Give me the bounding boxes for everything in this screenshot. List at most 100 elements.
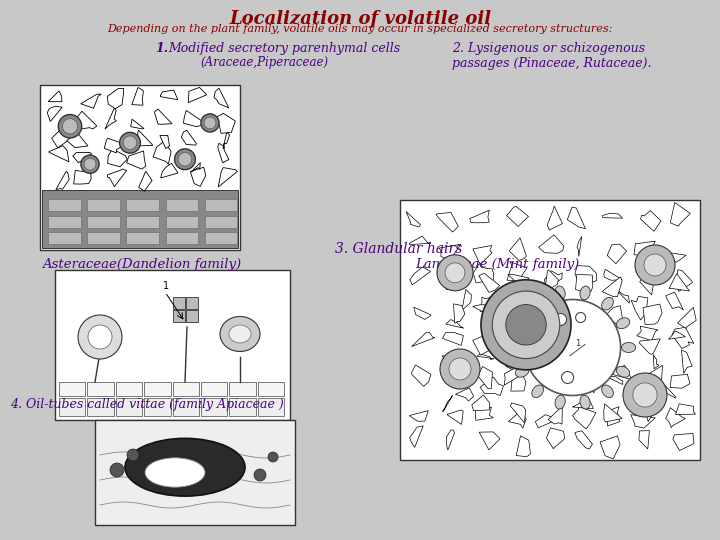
Circle shape [127,449,139,461]
Polygon shape [104,138,124,153]
Polygon shape [516,436,531,456]
Polygon shape [631,296,648,320]
Polygon shape [631,415,655,428]
Polygon shape [642,366,662,385]
Polygon shape [538,301,561,316]
Polygon shape [414,307,431,320]
Circle shape [201,114,219,132]
Ellipse shape [532,385,544,397]
Text: 2. Lysigenous or schizogenous
passages (Pinaceae, Rutaceae).: 2. Lysigenous or schizogenous passages (… [452,42,652,70]
Bar [42,190,238,248]
Circle shape [445,263,465,283]
Bar [59,382,86,396]
Circle shape [81,155,99,173]
Bar [87,199,120,211]
Polygon shape [105,108,117,129]
Ellipse shape [516,318,528,329]
Polygon shape [503,293,523,308]
Polygon shape [469,210,490,222]
Polygon shape [666,292,683,310]
Polygon shape [475,407,493,420]
Polygon shape [539,235,564,253]
Polygon shape [192,163,200,172]
Bar [40,85,240,250]
Polygon shape [412,332,435,347]
Bar [229,382,256,396]
Bar [116,398,142,416]
Ellipse shape [532,298,544,310]
Ellipse shape [616,318,630,329]
Polygon shape [536,415,557,428]
Polygon shape [450,270,456,276]
Polygon shape [409,236,431,245]
Polygon shape [607,339,619,357]
Polygon shape [48,91,62,102]
Polygon shape [454,304,465,323]
Polygon shape [577,237,582,256]
Circle shape [268,452,278,462]
Polygon shape [160,136,169,148]
Circle shape [120,132,140,153]
Text: Localization of volatile oil: Localization of volatile oil [229,10,491,28]
Ellipse shape [602,385,613,397]
Circle shape [635,245,675,285]
Polygon shape [412,365,431,386]
Circle shape [575,313,585,322]
Polygon shape [608,407,620,426]
Text: 3. Glandular hairs: 3. Glandular hairs [335,242,462,256]
Bar [173,382,199,396]
Polygon shape [668,332,685,339]
Polygon shape [181,130,197,145]
Circle shape [110,463,124,477]
Polygon shape [609,365,632,380]
Bar [144,382,171,396]
Bar [440,260,695,435]
Bar [204,232,238,244]
Text: (Araceae,Piperaceae): (Araceae,Piperaceae) [200,56,328,69]
Polygon shape [567,312,588,328]
Polygon shape [639,339,660,354]
Polygon shape [607,244,626,264]
Bar [87,232,120,244]
Polygon shape [49,146,69,162]
Ellipse shape [220,316,260,352]
Polygon shape [604,404,622,422]
Polygon shape [138,171,152,192]
Polygon shape [443,365,461,382]
Polygon shape [672,327,694,348]
Ellipse shape [602,298,613,310]
Polygon shape [548,404,564,424]
Polygon shape [669,274,690,291]
Bar [258,382,284,396]
Ellipse shape [145,458,205,487]
Circle shape [492,291,559,359]
Polygon shape [108,149,127,167]
Polygon shape [215,113,235,133]
Bar [95,420,295,525]
Polygon shape [605,376,623,384]
Polygon shape [670,202,690,226]
Text: Lamiaceae (Mint family): Lamiaceae (Mint family) [415,258,580,271]
Polygon shape [575,274,593,293]
Circle shape [644,254,666,276]
Polygon shape [132,87,143,105]
Polygon shape [410,267,431,285]
Bar [173,310,185,322]
Bar [55,270,290,420]
Polygon shape [544,270,559,292]
Polygon shape [604,269,622,280]
Polygon shape [462,289,472,310]
Polygon shape [472,336,492,355]
Polygon shape [81,94,102,108]
Ellipse shape [555,286,565,300]
Polygon shape [410,426,423,448]
Circle shape [254,469,266,481]
Bar [186,297,198,309]
Bar [144,398,171,416]
Circle shape [78,315,122,359]
Polygon shape [507,206,528,226]
Polygon shape [472,395,490,411]
Polygon shape [509,238,526,260]
Polygon shape [653,354,659,369]
Polygon shape [678,307,696,328]
